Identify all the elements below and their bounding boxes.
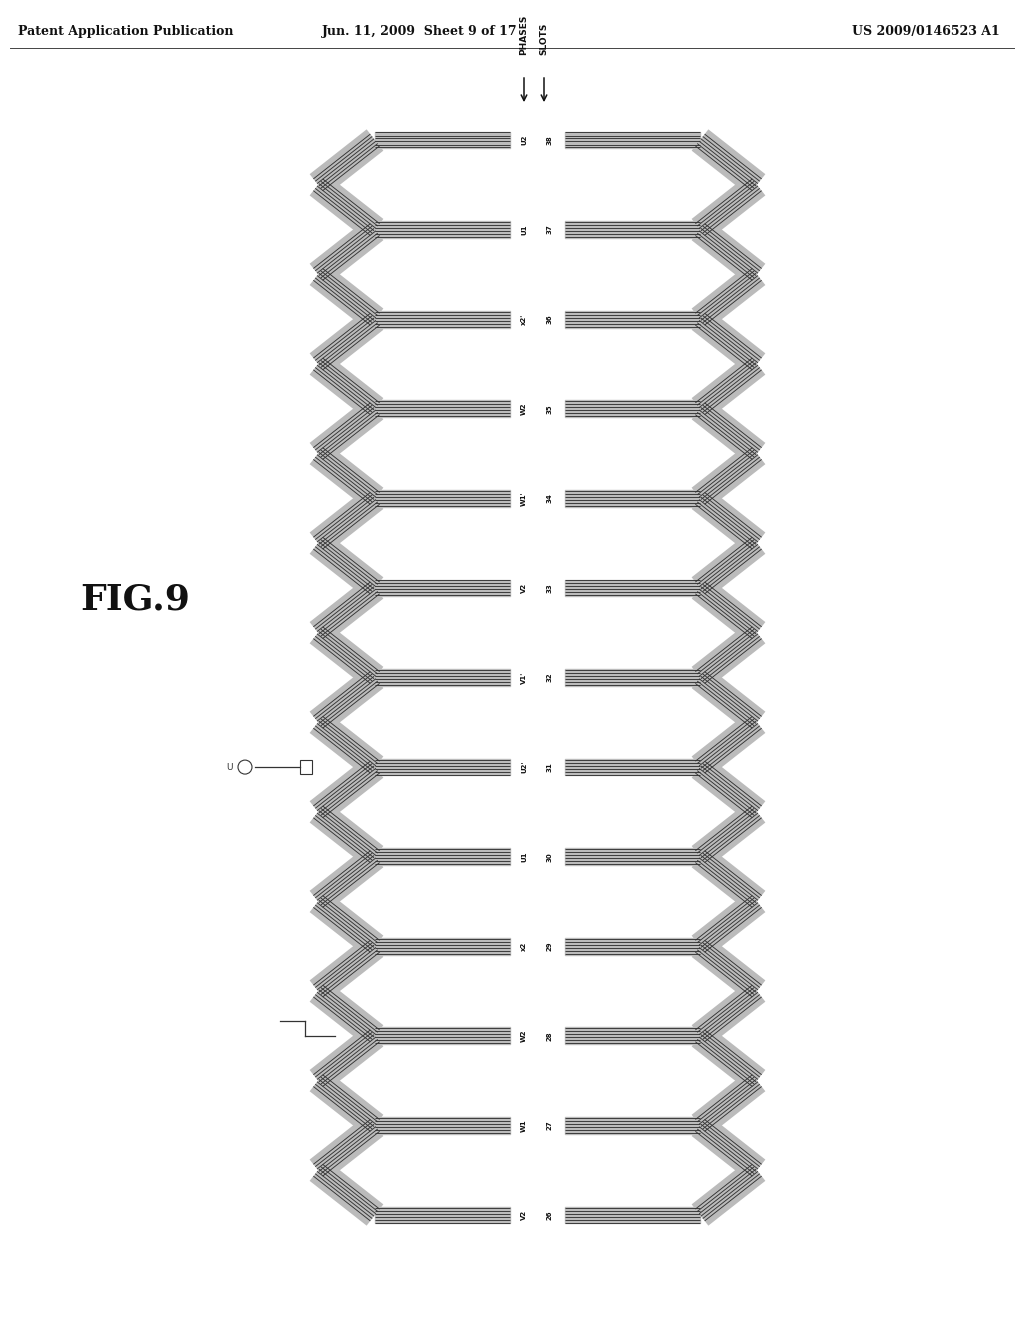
Text: V2: V2 xyxy=(521,1210,527,1220)
Text: FIG.9: FIG.9 xyxy=(80,583,189,616)
Text: 38: 38 xyxy=(547,135,553,145)
Text: 31: 31 xyxy=(547,762,553,772)
Text: U2': U2' xyxy=(521,760,527,774)
Text: 29: 29 xyxy=(547,941,553,952)
Text: 37: 37 xyxy=(547,224,553,235)
Text: x2': x2' xyxy=(521,314,527,325)
Text: V2: V2 xyxy=(521,583,527,593)
Text: Patent Application Publication: Patent Application Publication xyxy=(18,25,233,38)
Text: 35: 35 xyxy=(547,404,553,413)
Text: 30: 30 xyxy=(547,851,553,862)
Text: U2: U2 xyxy=(521,135,527,145)
Text: SLOTS: SLOTS xyxy=(540,22,549,55)
Text: W2: W2 xyxy=(521,1030,527,1041)
Text: 28: 28 xyxy=(547,1031,553,1040)
Text: 27: 27 xyxy=(547,1121,553,1130)
Text: W1: W1 xyxy=(521,1119,527,1131)
Text: 36: 36 xyxy=(547,314,553,323)
Text: W2: W2 xyxy=(521,403,527,414)
Text: 26: 26 xyxy=(547,1210,553,1220)
Bar xyxy=(300,760,312,774)
Text: Jun. 11, 2009  Sheet 9 of 17: Jun. 11, 2009 Sheet 9 of 17 xyxy=(323,25,518,38)
Text: PHASES: PHASES xyxy=(519,15,528,55)
Text: U1: U1 xyxy=(521,224,527,235)
Text: 34: 34 xyxy=(547,494,553,503)
Text: 32: 32 xyxy=(547,673,553,682)
Text: U: U xyxy=(226,763,233,772)
Text: 33: 33 xyxy=(547,583,553,593)
Text: US 2009/0146523 A1: US 2009/0146523 A1 xyxy=(852,25,1000,38)
Text: x2: x2 xyxy=(521,941,527,950)
Text: V1': V1' xyxy=(521,672,527,684)
Text: W1': W1' xyxy=(521,491,527,506)
Text: U1: U1 xyxy=(521,851,527,862)
